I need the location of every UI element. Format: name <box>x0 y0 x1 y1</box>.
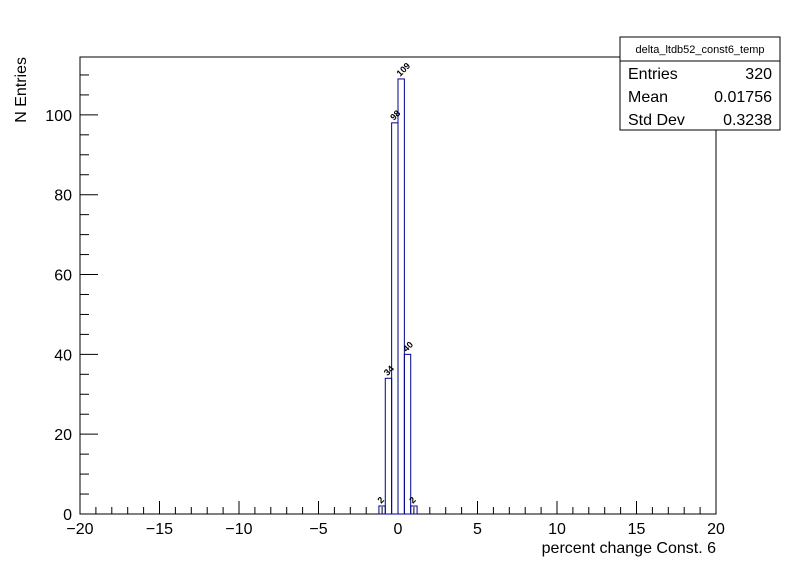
data-label: 2 <box>407 495 418 506</box>
x-tick-label: 15 <box>628 521 646 538</box>
x-tick-label: −15 <box>146 521 173 538</box>
x-tick-label: −5 <box>309 521 327 538</box>
stats-label: Entries <box>628 66 678 83</box>
y-tick-label: 0 <box>63 507 72 524</box>
x-tick-label: 5 <box>473 521 482 538</box>
y-axis-title: N Entries <box>13 57 30 123</box>
y-tick-label: 60 <box>54 268 72 285</box>
y-tick-label: 100 <box>45 108 72 125</box>
data-label: 2 <box>375 495 386 506</box>
x-tick-label: 0 <box>394 521 403 538</box>
x-tick-label: 10 <box>548 521 566 538</box>
x-tick-label: −20 <box>66 521 93 538</box>
stats-value: 0.01756 <box>714 89 772 106</box>
bar <box>397 78 405 515</box>
stats-title: delta_ltdb52_const6_temp <box>635 44 764 56</box>
stats-label: Std Dev <box>628 112 685 129</box>
stats-box: delta_ltdb52_const6_temp Entries 320 Mean 0… <box>619 36 781 131</box>
x-tick-label: −10 <box>225 521 252 538</box>
bar <box>410 505 418 515</box>
stats-frame <box>619 36 781 131</box>
x-tick-label: 20 <box>707 521 725 538</box>
stats-value: 320 <box>745 66 772 83</box>
stats-value: 0.3238 <box>723 112 772 129</box>
y-tick-label: 40 <box>54 347 72 364</box>
y-tick-label: 20 <box>54 427 72 444</box>
x-axis-title: percent change Const. 6 <box>542 540 716 557</box>
stats-label: Mean <box>628 89 668 106</box>
bar <box>403 353 412 515</box>
y-tick-label: 80 <box>54 188 72 205</box>
